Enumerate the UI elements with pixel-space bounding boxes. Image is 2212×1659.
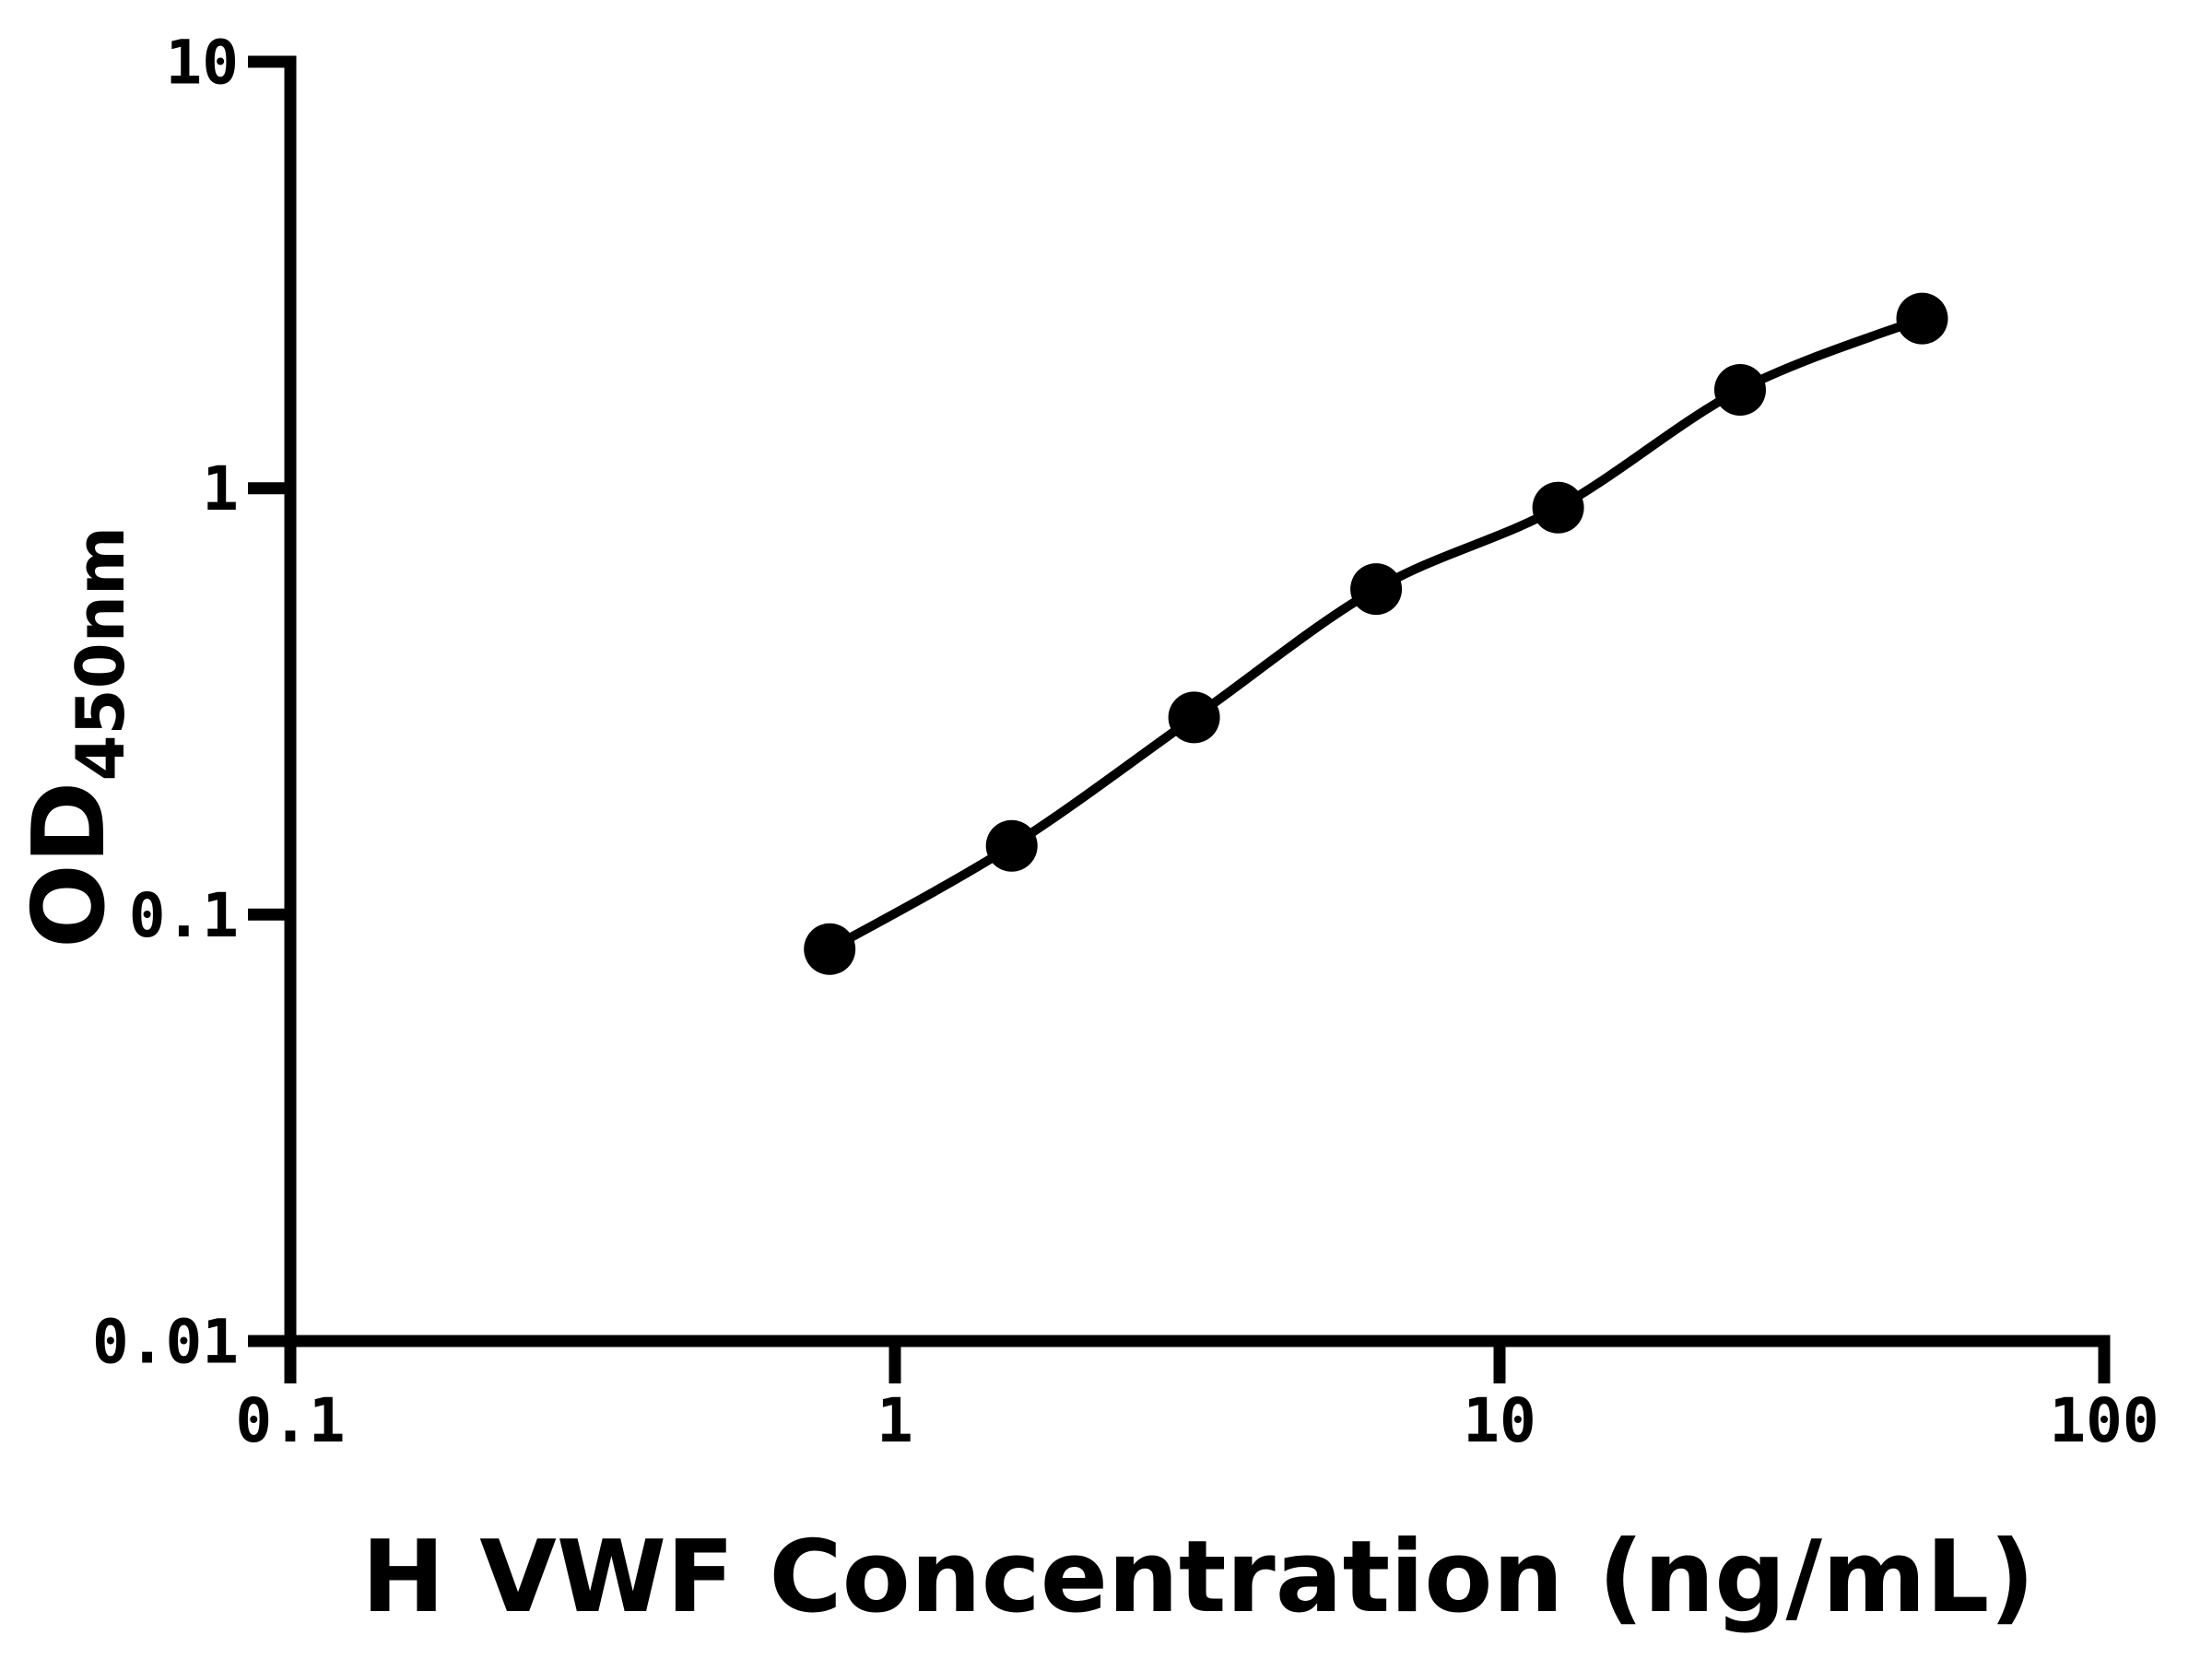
x-tick-label: 100 — [2049, 1385, 2159, 1456]
y-axis-title-main: OD — [12, 782, 127, 948]
data-point — [1532, 481, 1584, 534]
data-point — [985, 819, 1038, 872]
y-axis-ticks: 0.01 0.1 1 10 — [92, 28, 290, 1378]
y-axis-title: OD450nm — [12, 526, 139, 948]
x-tick-label: 10 — [1463, 1385, 1535, 1456]
y-tick-label: 0.1 — [129, 880, 239, 951]
y-tick-label: 0.01 — [92, 1307, 239, 1378]
data-point — [1714, 364, 1766, 416]
data-point — [1350, 563, 1403, 616]
y-axis-title-subscript: 450nm — [62, 526, 139, 782]
data-point — [804, 923, 856, 975]
data-points — [804, 292, 1948, 975]
x-tick-label: 0.1 — [235, 1385, 345, 1456]
x-axis-title: H VWF Concentration (ng/mL) — [361, 1520, 2034, 1635]
x-tick-label: 1 — [877, 1385, 913, 1456]
y-tick-label: 10 — [166, 28, 239, 99]
x-axis-ticks: 0.1 1 10 100 — [235, 1341, 2159, 1456]
data-point — [1168, 691, 1220, 744]
data-point — [1896, 292, 1948, 345]
y-tick-label: 1 — [202, 453, 239, 524]
